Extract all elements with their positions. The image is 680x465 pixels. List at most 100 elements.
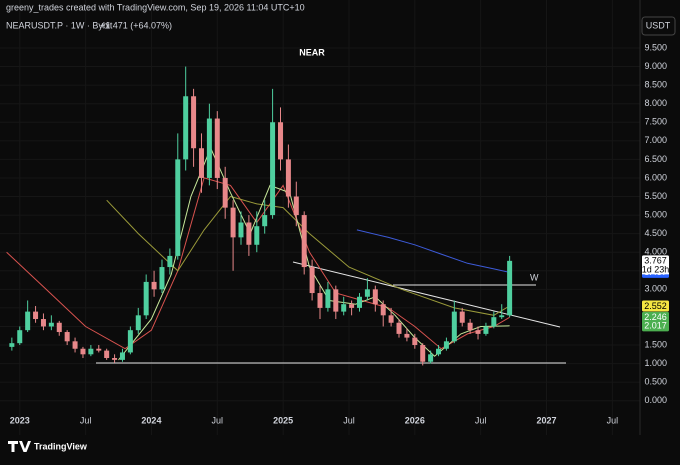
y-tick-label: 1.000 xyxy=(644,358,667,368)
candle xyxy=(191,88,197,167)
candle-body xyxy=(483,326,489,334)
x-tick-label: Jul xyxy=(475,415,487,425)
x-tick-label: 2026 xyxy=(405,415,425,425)
candle-body xyxy=(56,322,62,333)
candle-body xyxy=(364,289,370,297)
y-tick-label: 8.000 xyxy=(644,98,667,108)
y-tick-label: 5.000 xyxy=(644,209,667,219)
price-label: 2.246 xyxy=(644,312,667,322)
candle xyxy=(388,307,394,327)
candle xyxy=(238,211,244,245)
candle-body xyxy=(127,330,133,353)
y-tick-label: 9.500 xyxy=(644,42,667,52)
candle xyxy=(183,66,189,171)
candle xyxy=(277,107,283,171)
y-tick-label: 6.500 xyxy=(644,154,667,164)
candle xyxy=(483,322,489,336)
candle-body xyxy=(112,358,118,360)
y-tick-label: 8.500 xyxy=(644,79,667,89)
candle xyxy=(230,200,236,271)
logo-mark xyxy=(8,441,31,452)
candle xyxy=(467,319,473,334)
candle xyxy=(17,326,23,346)
candle-body xyxy=(467,322,473,331)
x-tick-label: 2027 xyxy=(536,415,556,425)
price-label-box xyxy=(642,311,669,323)
candle xyxy=(96,345,102,353)
y-tick-label: 4.500 xyxy=(644,228,667,238)
candle-body xyxy=(88,348,94,355)
candle xyxy=(198,133,204,193)
candle xyxy=(135,307,141,334)
candle-body xyxy=(388,315,394,323)
brand: TradingView xyxy=(34,441,88,451)
candle-body xyxy=(451,311,457,342)
candle xyxy=(206,103,212,186)
candle-body xyxy=(491,317,497,327)
candle xyxy=(491,311,497,329)
candle xyxy=(56,320,62,336)
candle-body xyxy=(428,354,434,362)
candle xyxy=(151,270,157,297)
candle-body xyxy=(404,333,410,338)
candle xyxy=(459,307,465,327)
moving-average xyxy=(6,177,510,350)
candle-body xyxy=(270,122,276,216)
y-tick-label: 0.000 xyxy=(644,395,667,405)
candle-body xyxy=(309,267,315,294)
candle-body xyxy=(17,330,23,344)
x-tick-label: 2025 xyxy=(273,415,293,425)
candle-body xyxy=(254,226,260,245)
y-tick-label: 9.000 xyxy=(644,61,667,71)
countdown-box xyxy=(642,265,669,275)
candle-body xyxy=(341,304,347,312)
candle-body xyxy=(317,293,323,308)
candle xyxy=(372,285,378,312)
candle-body xyxy=(104,350,110,359)
moving-average xyxy=(118,146,510,361)
candle xyxy=(119,348,125,362)
candle xyxy=(428,350,434,364)
candle-body xyxy=(333,289,339,312)
candle-body xyxy=(262,215,268,227)
y-tick-label: 7.500 xyxy=(644,117,667,127)
candle xyxy=(175,133,181,260)
candle xyxy=(25,300,31,333)
candle-body xyxy=(436,348,442,355)
chart-title: NEAR xyxy=(299,47,325,57)
currency: USDT xyxy=(646,20,671,30)
candle xyxy=(364,278,370,301)
candle-body xyxy=(238,222,244,238)
x-tick-label: Jul xyxy=(343,415,355,425)
candle xyxy=(451,300,457,344)
candle-body xyxy=(40,319,46,327)
candle-body xyxy=(325,289,331,308)
price-label: 2.552 xyxy=(644,301,667,311)
candle-body xyxy=(372,289,378,305)
candle-body xyxy=(443,341,449,349)
candle-body xyxy=(143,281,149,316)
y-tick-label: 1.500 xyxy=(644,339,667,349)
candle xyxy=(40,313,46,331)
candle xyxy=(270,88,276,219)
candle-body xyxy=(420,345,426,362)
candle xyxy=(112,354,118,363)
price-label: 3.767 xyxy=(644,256,667,266)
candle xyxy=(301,211,307,275)
candle xyxy=(127,326,133,355)
candle xyxy=(64,330,70,346)
trend-line xyxy=(292,261,561,328)
candle-body xyxy=(357,296,363,308)
candle xyxy=(420,343,426,366)
candle-body xyxy=(412,337,418,346)
candle xyxy=(317,285,323,320)
candle xyxy=(285,144,291,208)
candle-body xyxy=(64,332,70,342)
candle-body xyxy=(167,255,173,268)
x-tick-label: 2024 xyxy=(141,415,161,425)
attribution: greeny_trades created with TradingView.c… xyxy=(6,2,305,12)
candle-body xyxy=(25,311,31,331)
candle-body xyxy=(119,352,125,360)
candle-body xyxy=(33,311,39,320)
